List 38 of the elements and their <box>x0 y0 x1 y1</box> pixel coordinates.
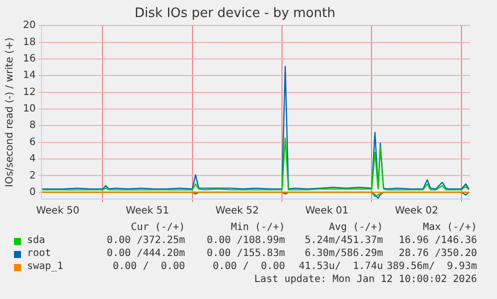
text: 41.53u/ 1.74u <box>298 261 383 272</box>
y-tick-label: 20 <box>22 20 36 32</box>
text: 6.30m/586.29m <box>304 248 383 259</box>
y-tick-label: 4 <box>29 154 36 165</box>
y-tick-label: 10 <box>22 104 36 115</box>
chart-title: Disk IOs per device - by month <box>134 6 336 22</box>
y-tick-label: 8 <box>29 120 36 132</box>
text: 28.76 /350.20 <box>398 248 477 259</box>
y-tick-label: 6 <box>29 136 36 148</box>
text: 0.00 /444.20m <box>106 248 185 259</box>
text: 389.56m/ 9.93m <box>386 261 477 272</box>
text: 0.00 / 0.00 <box>112 261 185 272</box>
x-tick-label: Week 51 <box>126 206 170 217</box>
y-axis-title: IOs/second read (-) / write (+) <box>4 37 16 188</box>
x-tick-label: Week 52 <box>216 206 259 217</box>
text: Min (-/+) <box>230 222 285 233</box>
text: 0.00 /372.25m <box>106 235 185 246</box>
y-tick-label: 16 <box>22 54 36 65</box>
text: 0.00 / 0.00 <box>212 261 285 272</box>
text: 0.00 /108.99m <box>206 235 285 246</box>
legend-label: swap_1 <box>27 261 64 272</box>
x-tick-label: Week 01 <box>305 206 349 217</box>
x-tick-label: Week 50 <box>36 206 80 217</box>
y-tick-label: 2 <box>29 170 36 182</box>
legend-label: sda <box>27 235 46 246</box>
y-tick-label: 18 <box>22 36 36 48</box>
text: Cur (-/+) <box>130 222 185 233</box>
text: Last update: Mon Jan 12 10:00:02 2026 <box>254 274 477 285</box>
text: Avg (-/+) <box>328 222 383 233</box>
y-tick-label: 0 <box>29 186 36 198</box>
text: 0.00 /155.83m <box>206 248 285 259</box>
y-tick-label: 12 <box>22 86 36 98</box>
legend-label: root <box>27 248 52 259</box>
x-tick-label: Week 02 <box>394 206 438 217</box>
text: Max (-/+) <box>422 222 477 233</box>
text: 5.24m/451.37m <box>304 235 383 246</box>
text: 16.96 /146.36 <box>398 235 477 246</box>
y-tick-label: 14 <box>22 70 36 82</box>
